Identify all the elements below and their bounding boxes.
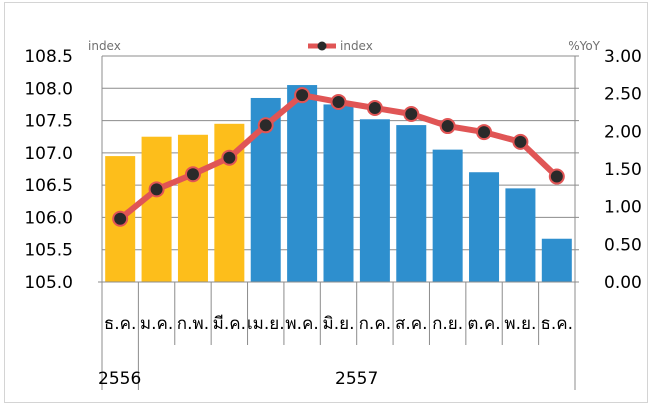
category-label: เม.ย. <box>247 314 285 334</box>
yoy-point <box>403 106 420 123</box>
yoy-point <box>476 124 493 141</box>
left-tick-label: 107.0 <box>24 144 73 164</box>
yoy-point <box>548 168 565 185</box>
bar <box>432 149 463 282</box>
year-labels: 2556 2557 <box>98 369 378 389</box>
line-series <box>112 87 565 227</box>
legend-label: index <box>340 39 373 53</box>
left-tick-label: 105.0 <box>24 273 73 293</box>
bar <box>177 134 208 282</box>
bar <box>359 119 390 282</box>
legend: index <box>308 39 373 53</box>
category-label: ต.ค. <box>467 314 500 334</box>
bar-series <box>105 85 572 282</box>
category-label: มี.ค. <box>213 314 246 334</box>
left-tick-label: 105.5 <box>24 241 73 261</box>
category-label: ก.ค. <box>359 314 391 334</box>
right-tick-label: 1.50 <box>604 160 642 180</box>
category-label: ก.ย. <box>432 314 463 334</box>
bar <box>323 104 354 282</box>
yoy-point <box>257 117 274 134</box>
category-label: ธ.ค. <box>541 314 574 334</box>
category-label: ธ.ค. <box>104 314 137 334</box>
right-tick-label: 0.00 <box>604 273 642 293</box>
right-tick-label: 3.00 <box>604 47 642 67</box>
left-tick-label: 107.5 <box>24 112 73 132</box>
yoy-point <box>148 181 165 198</box>
category-label: มิ.ย. <box>323 314 355 334</box>
right-tick-label: 0.50 <box>604 235 642 255</box>
year-label: 2556 <box>98 369 141 389</box>
category-label: พ.ค. <box>285 314 318 334</box>
category-labels: ธ.ค. ม.ค. ก.พ. มี.ค. เม.ย. พ.ค. มิ.ย. ก.ค. ส.ค. ก… <box>104 314 573 334</box>
bar <box>287 85 318 282</box>
legend-marker-swatch <box>317 41 327 51</box>
bar <box>505 188 536 282</box>
year-label: 2557 <box>335 369 378 389</box>
right-tick-label: 2.50 <box>604 85 642 105</box>
category-label: พ.ย. <box>504 314 536 334</box>
left-tick-label: 106.0 <box>24 208 73 228</box>
left-tick-labels: 105.0 105.5 106.0 106.5 107.0 107.5 108.0 108.5 <box>24 47 73 293</box>
yoy-point <box>512 133 529 150</box>
right-tick-label: 2.00 <box>604 122 642 142</box>
axes <box>98 56 576 390</box>
left-tick-label: 106.5 <box>24 176 73 196</box>
right-tick-label: 1.00 <box>604 198 642 218</box>
bar <box>541 238 572 282</box>
yoy-point <box>184 166 201 183</box>
left-axis-label: index <box>88 39 121 53</box>
left-tick-label: 108.0 <box>24 79 73 99</box>
right-tick-labels: 0.00 0.50 1.00 1.50 2.00 2.50 3.00 <box>604 47 642 293</box>
yoy-point <box>439 118 456 135</box>
bar <box>469 172 500 282</box>
yoy-point <box>330 93 347 110</box>
left-tick-label: 108.5 <box>24 47 73 67</box>
bar <box>396 125 427 282</box>
yoy-point <box>366 99 383 116</box>
yoy-point <box>294 87 311 104</box>
category-label: ส.ค. <box>395 314 428 334</box>
bar <box>141 136 172 282</box>
right-axis-label: %YoY <box>568 39 600 53</box>
category-label: ก.พ. <box>177 314 209 334</box>
yoy-point <box>221 149 238 166</box>
category-label: ม.ค. <box>140 314 173 334</box>
chart-frame <box>4 2 648 403</box>
yoy-point <box>112 210 129 227</box>
